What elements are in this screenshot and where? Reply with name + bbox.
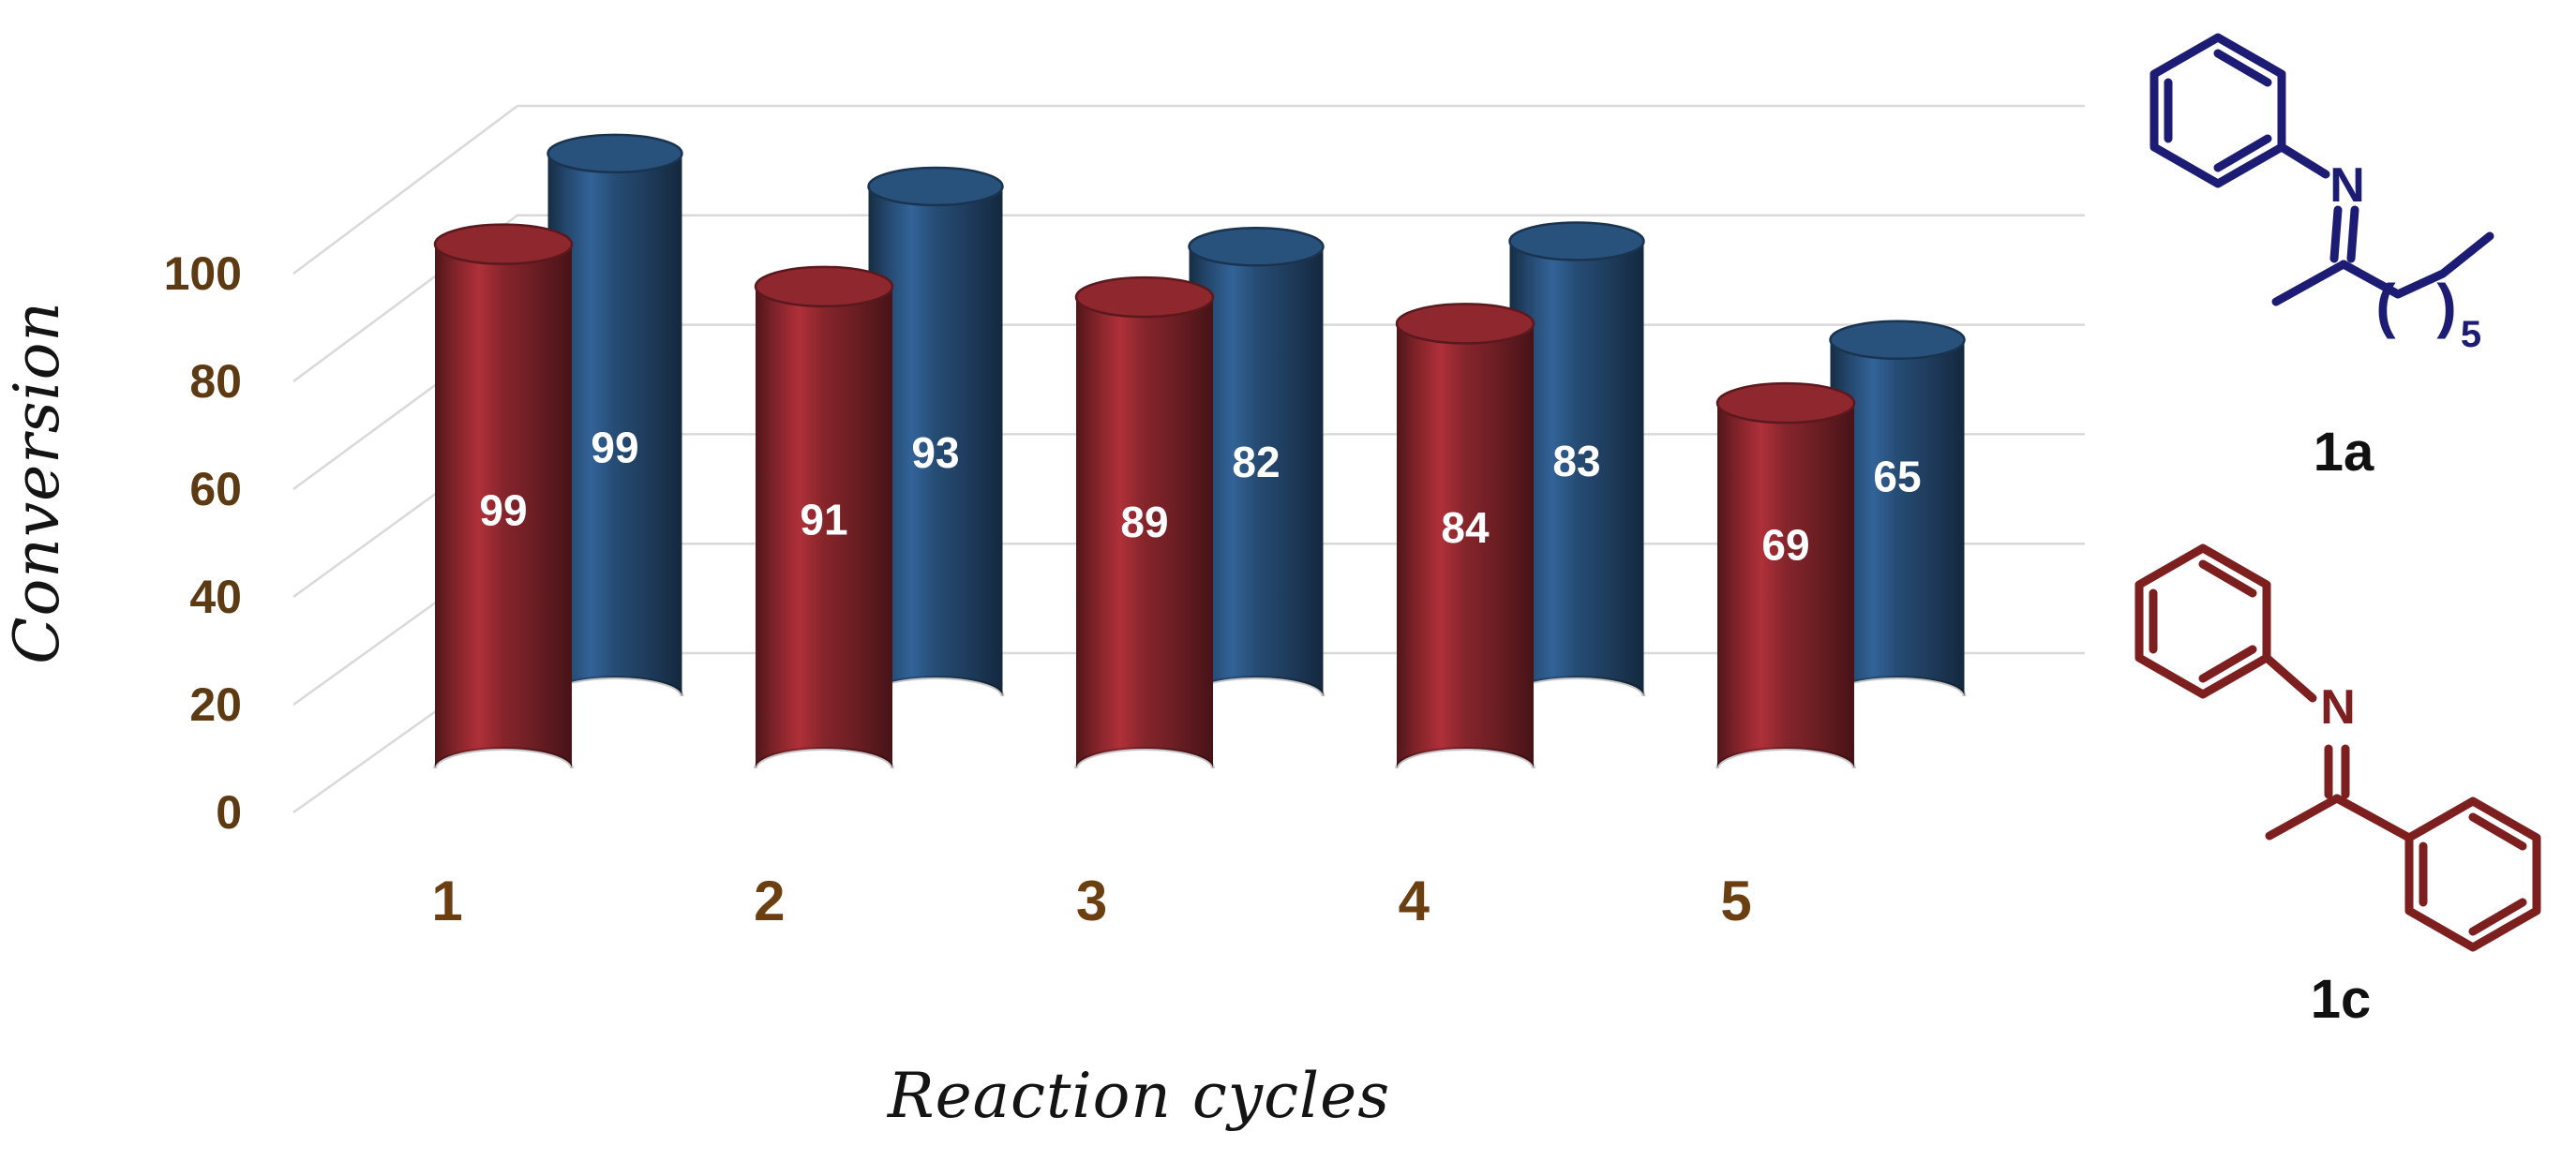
cylinder-side <box>1830 339 1965 696</box>
cylinder-bars <box>433 133 1967 769</box>
repeat-subscript: 5 <box>2461 314 2481 355</box>
y-tick-20: 20 <box>189 678 242 731</box>
benzene-ring-2 <box>2404 796 2541 952</box>
cylinder-1a-cycle-3 <box>1187 227 1325 697</box>
cylinder-bottom-rim <box>1074 747 1215 769</box>
molecule-structure-1a: N ( ) 5 1a <box>2149 33 2494 483</box>
gridline-y-100 <box>292 104 2085 275</box>
cylinder-side <box>1076 297 1213 768</box>
cylinder-top-cap <box>1829 320 1966 360</box>
data-label-1c-cycle-1: 99 <box>479 485 527 534</box>
data-label-1c-cycle-4: 84 <box>1441 503 1490 552</box>
double-bond-c-n <box>2329 205 2359 263</box>
y-axis-tick-labels: 0 20 40 60 80 100 <box>164 247 242 839</box>
y-axis-title: Conversion <box>1 301 73 664</box>
cylinder-side <box>435 244 572 768</box>
y-tick-60: 60 <box>189 463 242 515</box>
nitrogen-atom-label: N <box>2320 680 2356 735</box>
nitrogen-atom-label: N <box>2329 158 2365 213</box>
x-tick-4: 4 <box>1399 870 1430 932</box>
cylinder-side <box>1189 246 1324 696</box>
bond-methyl <box>2265 794 2342 841</box>
data-label-1a-cycle-5: 65 <box>1873 453 1921 501</box>
cylinder-1c-cycle-1 <box>433 223 574 769</box>
cylinder-side <box>1509 241 1644 696</box>
double-bond-c-n <box>2324 744 2350 799</box>
bond-ring-to-n <box>2277 142 2330 179</box>
benzene-double-bonds <box>2149 559 2257 683</box>
cylinder-side <box>756 286 892 769</box>
benzene-ring <box>2134 543 2271 699</box>
cylinder-1c-cycle-3 <box>1074 275 1215 769</box>
cylinder-top-cap <box>1074 275 1215 319</box>
benzene-double-bonds <box>2164 49 2272 172</box>
cylinder-top-cap <box>547 133 683 174</box>
x-tick-5: 5 <box>1720 870 1751 932</box>
bond-to-second-ring <box>2332 794 2414 842</box>
cylinder-bottom-rim <box>433 747 574 769</box>
molecule-label-1c: 1c <box>2311 969 2372 1030</box>
cylinder-1c-cycle-2 <box>754 265 894 769</box>
cylinder-top-cap <box>754 265 894 308</box>
data-label-1a-cycle-4: 83 <box>1552 437 1600 485</box>
cylinder-bottom-rim <box>1395 747 1535 769</box>
gridline-y-80 <box>292 214 2085 383</box>
y-tick-0: 0 <box>216 786 242 839</box>
data-label-1a-cycle-3: 82 <box>1232 438 1280 486</box>
molecule-structure-1c: N 1c <box>2134 543 2541 1030</box>
x-tick-1: 1 <box>431 870 462 932</box>
cylinder-top-cap <box>867 166 1004 207</box>
y-tick-100: 100 <box>164 247 242 300</box>
x-axis-title: Reaction cycles <box>887 1060 1390 1132</box>
molecule-label-1a: 1a <box>2314 422 2374 483</box>
bond-ring-to-n <box>2262 653 2317 703</box>
cylinder-top-cap <box>1715 381 1856 424</box>
benzene-ring <box>2149 33 2286 188</box>
cylinder-1a-cycle-1 <box>546 133 684 697</box>
y-tick-40: 40 <box>189 571 242 623</box>
cylinder-side <box>1717 403 1854 768</box>
cylinder-side <box>868 186 1003 696</box>
data-labels: 99 93 82 83 65 99 91 89 84 69 <box>479 424 1921 570</box>
y-tick-80: 80 <box>189 355 242 408</box>
cylinder-bottom-rim <box>1715 747 1856 769</box>
x-tick-2: 2 <box>754 870 785 932</box>
cylinder-side <box>1397 323 1534 768</box>
benzene-2-double-bonds <box>2419 812 2527 936</box>
data-label-1c-cycle-2: 91 <box>800 495 847 543</box>
cylinder-side <box>547 153 682 697</box>
x-tick-3: 3 <box>1076 870 1107 932</box>
data-label-1c-cycle-5: 69 <box>1761 521 1809 570</box>
data-label-1c-cycle-3: 89 <box>1120 498 1168 546</box>
bond-alkyl-chain <box>2339 231 2494 299</box>
data-label-1a-cycle-2: 93 <box>911 428 959 477</box>
cylinder-top-cap <box>1395 303 1535 345</box>
repeat-paren-close: ) <box>2436 272 2456 339</box>
cylinder-bottom-rim <box>754 747 894 769</box>
cylinder-1c-cycle-5 <box>1715 381 1856 769</box>
x-axis-category-labels: 1 2 3 4 5 <box>431 870 1751 932</box>
bond-methyl <box>2271 260 2348 306</box>
cylinder-1c-cycle-4 <box>1395 303 1535 769</box>
cylinder-top-cap <box>1188 227 1325 267</box>
cylinder-top-cap <box>1508 221 1645 261</box>
cylinder-top-cap <box>433 223 574 265</box>
data-label-1a-cycle-1: 99 <box>591 424 638 472</box>
cylinder-1a-cycle-4 <box>1507 221 1646 697</box>
repeat-paren-open: ( <box>2375 272 2396 339</box>
